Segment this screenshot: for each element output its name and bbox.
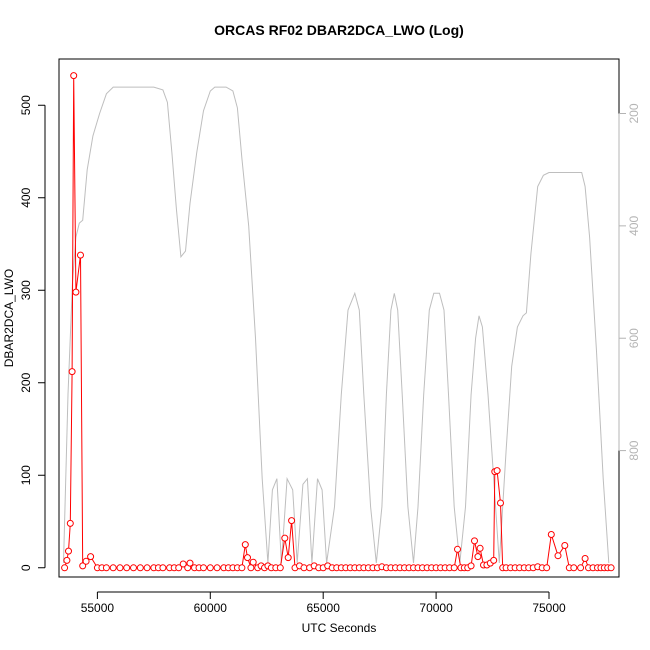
data-point — [249, 558, 257, 566]
data-point — [490, 556, 498, 564]
data-point — [186, 559, 194, 567]
y2-tick-label: 200 — [627, 103, 641, 123]
primary-series-layer — [61, 72, 615, 572]
data-point — [213, 564, 221, 572]
data-point — [493, 467, 501, 475]
data-point — [607, 564, 615, 572]
y-axis-label: DBAR2DCA_LWO — [2, 269, 16, 367]
x-tick-label: 60000 — [194, 601, 228, 615]
data-point — [497, 499, 504, 507]
data-point — [63, 556, 71, 564]
data-point — [79, 562, 87, 570]
data-point — [238, 564, 246, 572]
data-point — [474, 553, 482, 561]
data-point — [123, 564, 131, 572]
data-point — [179, 560, 187, 568]
y2-tick-label: 600 — [627, 328, 641, 348]
x-axis-label: UTC Seconds — [302, 621, 377, 635]
data-point — [66, 519, 74, 527]
secondary-y-axis: 200 400 600 800 — [618, 103, 641, 461]
primary-series-line — [64, 75, 612, 570]
y-tick-label: 0 — [19, 564, 33, 571]
y-tick-label: 400 — [19, 187, 33, 207]
data-point — [109, 564, 117, 572]
x-axis: 55000 60000 65000 70000 75000 — [81, 591, 566, 615]
data-point — [284, 554, 292, 562]
x-tick-label: 55000 — [81, 601, 115, 615]
data-point — [288, 517, 296, 525]
x-tick-label: 70000 — [419, 601, 453, 615]
data-point — [116, 564, 124, 572]
data-point — [281, 534, 289, 542]
data-point — [561, 542, 569, 549]
data-point — [476, 544, 484, 552]
data-point — [130, 564, 137, 572]
data-point — [547, 531, 555, 538]
data-point — [68, 368, 76, 376]
y-axis: 0 100 200 300 400 500 — [19, 95, 46, 571]
data-point — [72, 288, 80, 296]
data-point — [87, 553, 95, 561]
data-point — [61, 564, 69, 572]
chart-title: ORCAS RF02 DBAR2DCA_LWO (Log) — [214, 22, 464, 38]
data-point — [82, 557, 90, 565]
data-point — [247, 564, 255, 572]
plot-frame — [58, 58, 620, 578]
data-point — [454, 545, 461, 553]
x-tick-label: 65000 — [307, 601, 341, 615]
data-point — [200, 564, 207, 572]
data-point — [471, 537, 478, 545]
data-point — [467, 562, 475, 570]
data-point — [70, 72, 78, 80]
data-point — [77, 251, 84, 259]
data-point — [554, 552, 562, 560]
y-tick-label: 200 — [19, 372, 33, 392]
data-point — [175, 564, 183, 572]
x-tick-label: 75000 — [532, 601, 566, 615]
data-point — [543, 564, 551, 572]
y-tick-label: 500 — [19, 95, 33, 115]
secondary-series-line — [63, 86, 610, 564]
data-point — [206, 564, 214, 572]
data-point — [241, 541, 249, 549]
data-point — [159, 564, 167, 572]
secondary-series-layer — [63, 86, 610, 564]
data-point — [577, 564, 585, 572]
data-point — [143, 564, 151, 572]
data-point — [65, 547, 72, 555]
data-point — [136, 564, 144, 572]
data-point — [276, 564, 284, 572]
y2-tick-label: 400 — [627, 216, 641, 236]
y-tick-label: 300 — [19, 280, 33, 300]
data-point — [244, 554, 251, 562]
data-point — [450, 564, 458, 572]
data-point — [581, 555, 589, 562]
y-tick-label: 100 — [19, 465, 33, 485]
y2-tick-label: 800 — [627, 440, 641, 460]
data-point — [102, 564, 110, 572]
data-point — [570, 564, 578, 572]
